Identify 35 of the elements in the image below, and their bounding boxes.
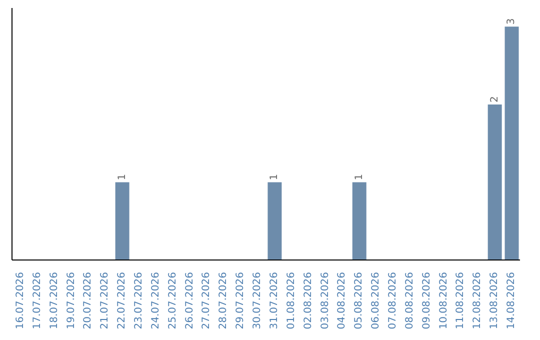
x-tick-label: 02.08.2026: [302, 272, 314, 330]
x-tick-label: 25.07.2026: [167, 272, 178, 330]
x-tick-label: 18.07.2026: [48, 272, 60, 330]
data-label: 3: [506, 18, 518, 25]
x-tick-label: 14.08.2026: [506, 272, 518, 330]
data-label: 1: [269, 174, 280, 180]
x-tick-label: 20.07.2026: [82, 272, 94, 330]
x-tick-label: 21.07.2026: [100, 272, 111, 330]
x-tick-label: 07.08.2026: [388, 272, 398, 330]
data-label: 1: [116, 174, 128, 180]
data-label: 1: [354, 174, 365, 180]
x-tick-label: 13.08.2026: [489, 272, 500, 330]
x-tick-label: 24.07.2026: [150, 272, 162, 330]
x-tick-label: 26.07.2026: [184, 272, 196, 330]
data-label: 2: [489, 96, 500, 102]
x-tick-label: 31.07.2026: [268, 272, 280, 330]
x-tick-label: 30.07.2026: [252, 272, 264, 330]
x-tick-label: 27.07.2026: [201, 272, 212, 330]
x-tick-label: 08.08.2026: [404, 272, 416, 330]
x-tick-label: 17.07.2026: [32, 272, 43, 330]
x-tick-label: 11.08.2026: [455, 272, 466, 330]
x-tick-label: 10.08.2026: [438, 272, 450, 330]
x-tick-label: 06.08.2026: [370, 272, 382, 330]
x-tick-label: 04.08.2026: [336, 272, 348, 330]
x-tick-label: 29.07.2026: [235, 272, 246, 330]
x-tick-label: 12.08.2026: [472, 272, 484, 330]
x-tick-label: 16.07.2026: [14, 272, 26, 330]
x-tick-label: 19.07.2026: [66, 272, 77, 330]
x-tick-label: 23.07.2026: [134, 272, 144, 330]
x-tick-label: 09.08.2026: [421, 272, 432, 330]
x-tick-label: 28.07.2026: [218, 272, 230, 330]
x-tick-label: 05.08.2026: [354, 272, 365, 330]
x-tick-label: 03.08.2026: [320, 272, 331, 330]
x-tick-label: 01.08.2026: [286, 272, 297, 330]
x-tick-label: 22.07.2026: [116, 272, 128, 330]
